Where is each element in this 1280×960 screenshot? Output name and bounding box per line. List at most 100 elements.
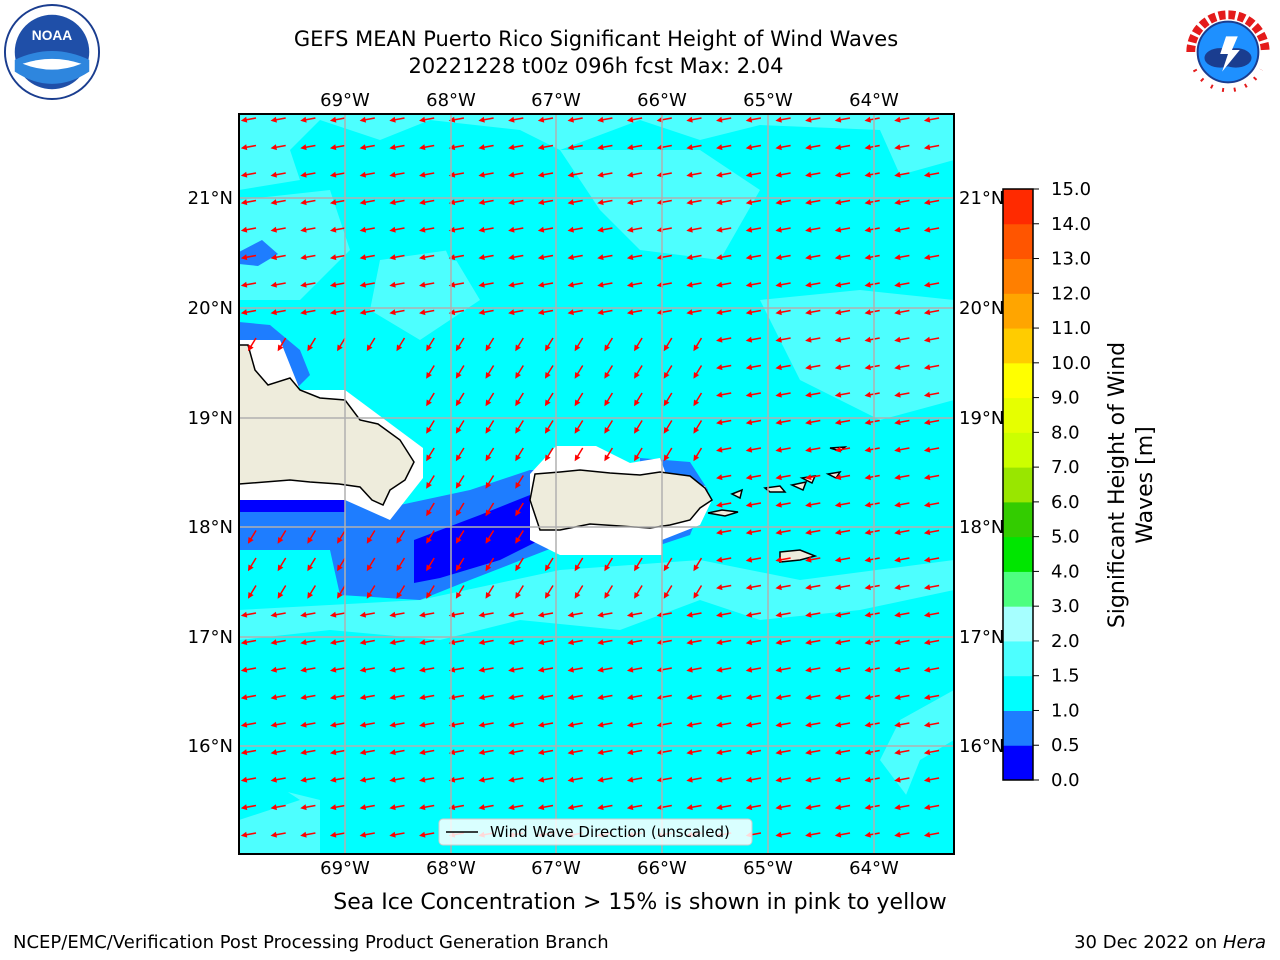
wave-direction-arrowhead	[544, 427, 551, 434]
lon-label: 65°W	[743, 858, 793, 879]
wave-direction-arrowhead	[419, 171, 426, 178]
wave-direction-arrowhead	[686, 254, 693, 261]
wave-direction-arrowhead	[894, 831, 901, 838]
wave-direction-arrowhead	[775, 584, 782, 591]
wave-direction-arrowhead	[894, 116, 901, 123]
colorbar-segment	[1003, 501, 1033, 538]
wave-direction-arrowhead	[693, 454, 700, 462]
wave-direction-arrowhead	[485, 592, 492, 599]
lat-label: 17°N	[959, 627, 1004, 648]
wave-direction-arrowhead	[864, 391, 871, 398]
wave-direction-arrowhead	[864, 336, 871, 343]
wave-direction-arrowhead	[716, 309, 723, 316]
wave-direction-arrowhead	[240, 694, 248, 701]
colorbar-title: Significant Height of Wind Waves [m]	[1105, 342, 1158, 628]
footer-date: 30 Dec 2022 on Hera	[1074, 932, 1266, 953]
wave-direction-arrowhead	[775, 529, 782, 536]
wave-direction-arrowhead	[686, 281, 693, 288]
wave-direction-arrowhead	[686, 199, 693, 206]
wave-direction-arrowhead	[626, 666, 634, 673]
wave-direction-arrowhead	[834, 446, 842, 453]
wave-direction-arrowhead	[597, 611, 604, 618]
wave-direction-arrowhead	[366, 344, 373, 352]
wave-direction-arrowhead	[307, 344, 314, 352]
wave-direction-arrowhead	[485, 399, 492, 407]
wave-direction-arrowhead	[508, 199, 515, 206]
wave-direction-arrowhead	[626, 309, 634, 316]
wave-direction-arrowhead	[485, 564, 492, 572]
wave-direction-arrowhead	[716, 694, 723, 701]
map-area: Wind Wave Direction (unscaled)	[239, 114, 954, 854]
lat-label: 17°N	[188, 627, 233, 648]
wave-direction-arrowhead	[693, 427, 700, 434]
wave-direction-arrowhead	[716, 749, 723, 756]
wave-direction-arrowhead	[515, 454, 521, 462]
wave-direction-arrowhead	[396, 344, 403, 352]
wave-direction-arrowhead	[419, 749, 426, 756]
wave-direction-arrowhead	[775, 831, 782, 838]
wave-direction-arrowhead	[300, 611, 307, 618]
wave-direction-arrowhead	[419, 144, 426, 151]
wave-direction-arrowhead	[426, 482, 432, 489]
wave-direction-arrowhead	[270, 666, 277, 673]
wave-direction-arrowhead	[537, 281, 545, 288]
wave-direction-arrowhead	[805, 694, 812, 701]
wave-direction-arrowhead	[485, 537, 492, 544]
wave-direction-arrowhead	[366, 537, 373, 544]
wave-direction-arrowhead	[894, 144, 901, 151]
wave-direction-arrowhead	[626, 804, 634, 811]
wave-direction-arrowhead	[604, 399, 611, 407]
wave-direction-arrowhead	[864, 171, 871, 178]
wave-direction-arrowhead	[745, 336, 753, 343]
wave-direction-arrowhead	[300, 116, 307, 123]
wave-direction-arrowhead	[894, 226, 901, 233]
wave-direction-arrowhead	[775, 419, 782, 426]
wave-direction-arrowhead	[864, 254, 871, 261]
wave-direction-arrowhead	[834, 226, 842, 233]
wave-direction-arrowhead	[597, 694, 604, 701]
wave-direction-arrowhead	[834, 116, 842, 123]
wave-direction-arrowhead	[270, 171, 277, 178]
wave-direction-arrowhead	[894, 336, 901, 343]
colorbar-tick-label: 1.0	[1051, 700, 1080, 721]
wave-direction-arrowhead	[537, 199, 545, 206]
wave-direction-arrowhead	[745, 529, 753, 536]
wave-direction-arrowhead	[515, 427, 521, 434]
wave-direction-arrowhead	[805, 556, 812, 563]
wave-direction-arrowhead	[745, 391, 753, 398]
wave-direction-arrowhead	[485, 509, 492, 517]
wave-direction-arrowhead	[745, 446, 753, 453]
wave-direction-arrowhead	[300, 309, 307, 316]
wave-direction-arrowhead	[805, 419, 812, 426]
wave-direction-arrowhead	[240, 804, 248, 811]
wave-direction-arrowhead	[716, 639, 723, 646]
wave-direction-arrowhead	[775, 804, 782, 811]
colorbar-segment	[1003, 710, 1033, 746]
wave-direction-arrowhead	[240, 226, 248, 233]
wave-direction-arrowhead	[745, 639, 753, 646]
wave-direction-arrowhead	[478, 639, 485, 646]
puerto-rico-island	[529, 469, 714, 531]
wave-direction-arrowhead	[426, 509, 432, 517]
wave-direction-arrowhead	[329, 611, 337, 618]
wave-direction-arrowhead	[478, 281, 485, 288]
wave-direction-arrowhead	[597, 749, 604, 756]
wave-direction-arrowhead	[359, 226, 367, 233]
wave-direction-arrowhead	[337, 564, 343, 572]
wave-direction-arrowhead	[508, 666, 515, 673]
wave-direction-arrowhead	[359, 116, 367, 123]
wave-direction-arrowhead	[574, 344, 581, 352]
wave-direction-arrowhead	[337, 537, 343, 544]
wave-direction-arrowhead	[923, 611, 931, 618]
wave-direction-arrowhead	[567, 666, 574, 673]
wave-direction-arrowhead	[745, 694, 753, 701]
wave-direction-arrowhead	[300, 226, 307, 233]
wave-direction-arrowhead	[574, 427, 581, 434]
wave-direction-arrowhead	[686, 226, 693, 233]
wave-direction-arrowhead	[716, 364, 723, 371]
wave-direction-arrowhead	[834, 611, 842, 618]
wave-direction-arrowhead	[419, 721, 426, 728]
wave-direction-arrowhead	[240, 831, 248, 838]
wave-direction-arrowhead	[894, 309, 901, 316]
wave-direction-arrowhead	[864, 309, 871, 316]
